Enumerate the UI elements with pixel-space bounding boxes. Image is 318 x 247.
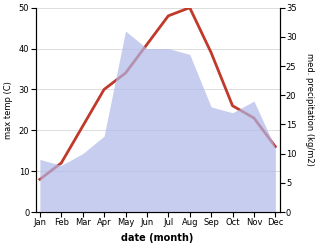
Y-axis label: max temp (C): max temp (C) (4, 81, 13, 139)
X-axis label: date (month): date (month) (121, 233, 194, 243)
Y-axis label: med. precipitation (kg/m2): med. precipitation (kg/m2) (305, 53, 314, 166)
